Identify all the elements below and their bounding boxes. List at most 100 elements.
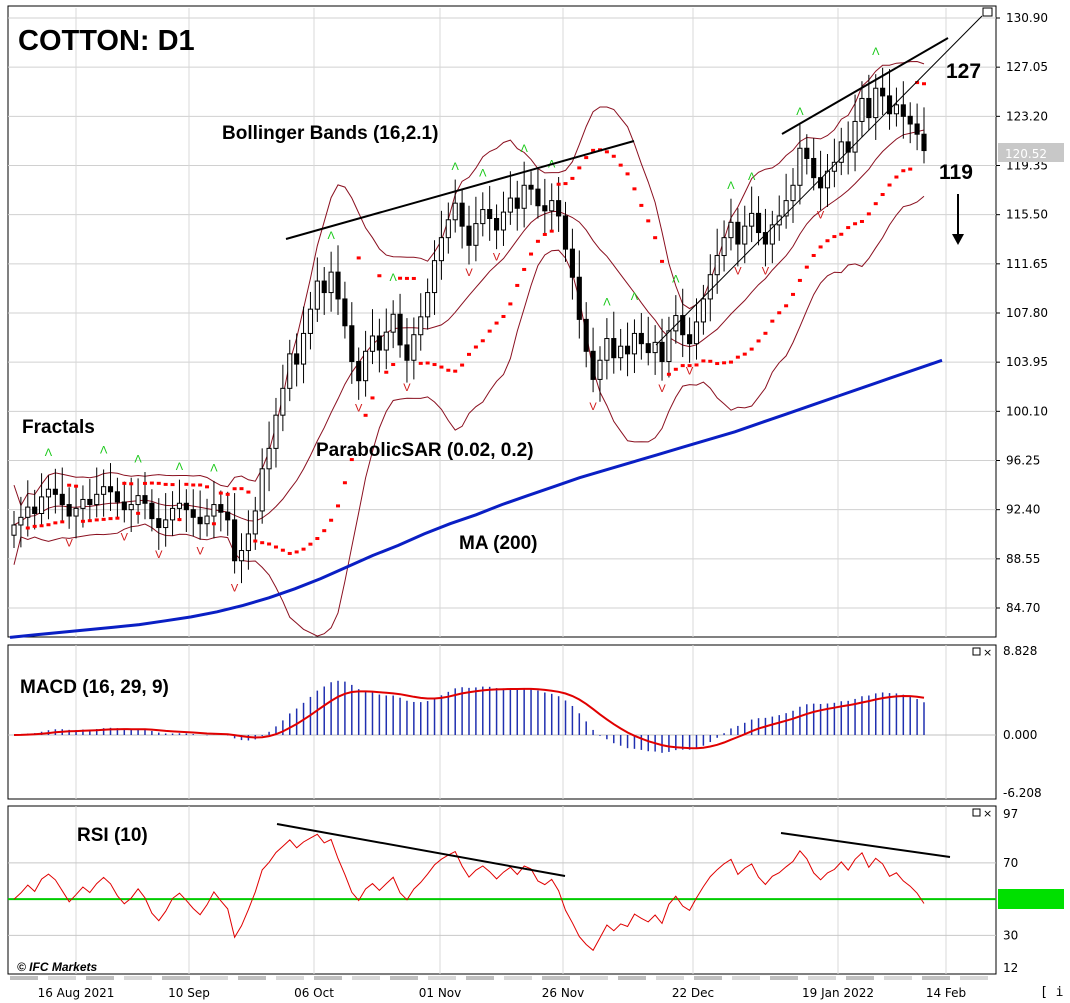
sar-dot [46, 523, 51, 527]
macd-label: MACD (16, 29, 9) [20, 677, 169, 698]
candle-body [252, 510, 258, 535]
candle-body [397, 313, 403, 346]
candle-body [232, 519, 238, 562]
sar-dot [142, 481, 147, 485]
macd-panel-controls[interactable]: × [972, 646, 992, 659]
candle-body [576, 276, 582, 320]
fractal-up-marker: Ʌ [176, 461, 184, 473]
macd-tick-label: 0.000 [1003, 728, 1037, 742]
candle-body [107, 486, 114, 493]
candle-body [273, 414, 279, 449]
sar-dot [749, 347, 754, 351]
candle-body [907, 115, 913, 125]
date-strip-segment [48, 976, 76, 980]
price-tick-label: 111.65 [1006, 257, 1048, 271]
candle-body [135, 495, 141, 506]
candle-body [845, 141, 851, 153]
info-button[interactable]: [ i ] [1040, 985, 1070, 1000]
candle-body [569, 248, 575, 278]
candle-body [307, 308, 314, 334]
candle-body [859, 97, 865, 122]
sar-dot [846, 226, 851, 230]
sar-dot [108, 517, 113, 521]
sar-dot [163, 482, 168, 486]
fractals-label: Fractals [22, 417, 95, 438]
fractal-up-marker: Ʌ [100, 444, 108, 456]
sar-dot [384, 370, 389, 374]
close-icon[interactable]: × [983, 646, 992, 659]
candle-body [52, 488, 58, 495]
candle-body [749, 212, 755, 227]
sar-dot [25, 526, 30, 530]
sar-dot [632, 187, 637, 191]
fractal-up-marker: Ʌ [796, 106, 804, 118]
sar-dot [232, 487, 237, 491]
fractal-up-marker: Ʌ [452, 161, 460, 173]
rsi-panel-controls[interactable]: × [972, 807, 992, 820]
sar-dot [349, 458, 354, 462]
candle-body [762, 232, 769, 245]
candle-body [452, 202, 458, 221]
candle-body [204, 515, 210, 525]
date-strip-segment [770, 976, 798, 980]
date-strip-segment [732, 976, 760, 980]
maximize-icon[interactable] [982, 7, 993, 17]
sar-dot [356, 256, 361, 260]
sar-dot [218, 491, 223, 495]
close-icon[interactable]: × [983, 807, 992, 820]
sar-dot [542, 232, 547, 236]
candle-body [535, 188, 541, 207]
rsi-trendline-1 [276, 823, 566, 877]
sar-dot [404, 276, 409, 280]
sar-dot [432, 363, 437, 367]
sar-dot [756, 339, 761, 343]
sar-dot [584, 156, 589, 160]
date-strip-segment [884, 976, 912, 980]
candle-body [783, 200, 789, 217]
candle-body [190, 509, 196, 518]
candle-body [59, 493, 65, 506]
sar-dot [784, 304, 789, 308]
sar-dot [329, 518, 334, 522]
sar-dot [694, 363, 699, 367]
candle-body [404, 344, 410, 361]
rsi-panel [7, 805, 997, 975]
sar-dot [467, 352, 471, 356]
macd-panel [7, 644, 997, 800]
candle-body [852, 120, 858, 153]
sar-dot [308, 542, 313, 546]
candle-body [225, 511, 231, 521]
fractal-up-marker: Ʌ [520, 143, 528, 155]
sar-dot [398, 276, 403, 280]
macd-indicator: 8.828 0.000 -6.208 [8, 644, 1042, 800]
sar-dot [205, 485, 210, 489]
sar-dot [708, 359, 713, 363]
fractal-up-marker: Ʌ [672, 273, 680, 285]
candle-body [321, 280, 327, 294]
target-low-label: 119 [939, 161, 973, 184]
candle-body [300, 332, 307, 365]
sar-dot [680, 364, 685, 368]
candle-body [418, 316, 424, 336]
candle-body [11, 524, 17, 536]
fractal-up-marker: Ʌ [631, 291, 639, 303]
candle-body [624, 345, 631, 355]
date-strip-segment [124, 976, 152, 980]
current-price-box [998, 143, 1064, 162]
target-high-label: 127 [946, 60, 981, 83]
sar-dot [94, 518, 99, 522]
sar-dot [591, 148, 596, 152]
candle-body [349, 325, 355, 363]
date-strip-segment [542, 976, 570, 980]
fractal-up-marker: Ʌ [479, 167, 487, 179]
sar-dot [322, 529, 327, 533]
sar-dot [136, 511, 141, 515]
sar-dot [177, 518, 182, 522]
sar-dot [742, 352, 747, 356]
fractal-up-marker: Ʌ [727, 180, 735, 192]
sar-dot [377, 274, 382, 278]
candle-body [797, 147, 803, 186]
candle-body [259, 468, 265, 512]
sar-dot [149, 481, 154, 485]
price-tick-label: 100.10 [1006, 404, 1048, 418]
